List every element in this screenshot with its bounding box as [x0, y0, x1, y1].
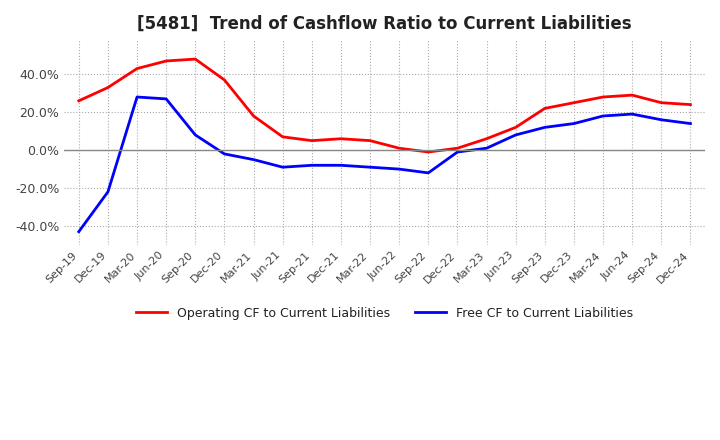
- Operating CF to Current Liabilities: [570, 100, 578, 105]
- Operating CF to Current Liabilities: [220, 77, 229, 83]
- Free CF to Current Liabilities: [570, 121, 578, 126]
- Operating CF to Current Liabilities: [249, 114, 258, 119]
- Free CF to Current Liabilities: [249, 157, 258, 162]
- Operating CF to Current Liabilities: [74, 98, 83, 103]
- Free CF to Current Liabilities: [511, 132, 520, 138]
- Line: Operating CF to Current Liabilities: Operating CF to Current Liabilities: [78, 59, 690, 152]
- Title: [5481]  Trend of Cashflow Ratio to Current Liabilities: [5481] Trend of Cashflow Ratio to Curren…: [138, 15, 632, 33]
- Operating CF to Current Liabilities: [162, 59, 171, 64]
- Free CF to Current Liabilities: [541, 125, 549, 130]
- Free CF to Current Liabilities: [220, 151, 229, 157]
- Operating CF to Current Liabilities: [541, 106, 549, 111]
- Operating CF to Current Liabilities: [307, 138, 316, 143]
- Operating CF to Current Liabilities: [657, 100, 665, 105]
- Operating CF to Current Liabilities: [132, 66, 141, 71]
- Operating CF to Current Liabilities: [511, 125, 520, 130]
- Operating CF to Current Liabilities: [599, 94, 608, 99]
- Operating CF to Current Liabilities: [628, 92, 636, 98]
- Line: Free CF to Current Liabilities: Free CF to Current Liabilities: [78, 97, 690, 232]
- Free CF to Current Liabilities: [191, 132, 199, 138]
- Operating CF to Current Liabilities: [395, 146, 403, 151]
- Free CF to Current Liabilities: [366, 165, 374, 170]
- Operating CF to Current Liabilities: [482, 136, 491, 141]
- Free CF to Current Liabilities: [395, 166, 403, 172]
- Operating CF to Current Liabilities: [279, 134, 287, 139]
- Operating CF to Current Liabilities: [424, 149, 433, 154]
- Free CF to Current Liabilities: [599, 114, 608, 119]
- Operating CF to Current Liabilities: [686, 102, 695, 107]
- Operating CF to Current Liabilities: [191, 56, 199, 62]
- Free CF to Current Liabilities: [482, 146, 491, 151]
- Free CF to Current Liabilities: [337, 163, 346, 168]
- Free CF to Current Liabilities: [162, 96, 171, 102]
- Free CF to Current Liabilities: [686, 121, 695, 126]
- Free CF to Current Liabilities: [104, 189, 112, 194]
- Free CF to Current Liabilities: [307, 163, 316, 168]
- Free CF to Current Liabilities: [453, 149, 462, 154]
- Operating CF to Current Liabilities: [337, 136, 346, 141]
- Operating CF to Current Liabilities: [104, 85, 112, 90]
- Free CF to Current Liabilities: [279, 165, 287, 170]
- Free CF to Current Liabilities: [628, 111, 636, 117]
- Free CF to Current Liabilities: [657, 117, 665, 122]
- Operating CF to Current Liabilities: [366, 138, 374, 143]
- Free CF to Current Liabilities: [424, 170, 433, 176]
- Operating CF to Current Liabilities: [453, 146, 462, 151]
- Free CF to Current Liabilities: [74, 229, 83, 235]
- Free CF to Current Liabilities: [132, 94, 141, 99]
- Legend: Operating CF to Current Liabilities, Free CF to Current Liabilities: Operating CF to Current Liabilities, Fre…: [131, 302, 639, 325]
